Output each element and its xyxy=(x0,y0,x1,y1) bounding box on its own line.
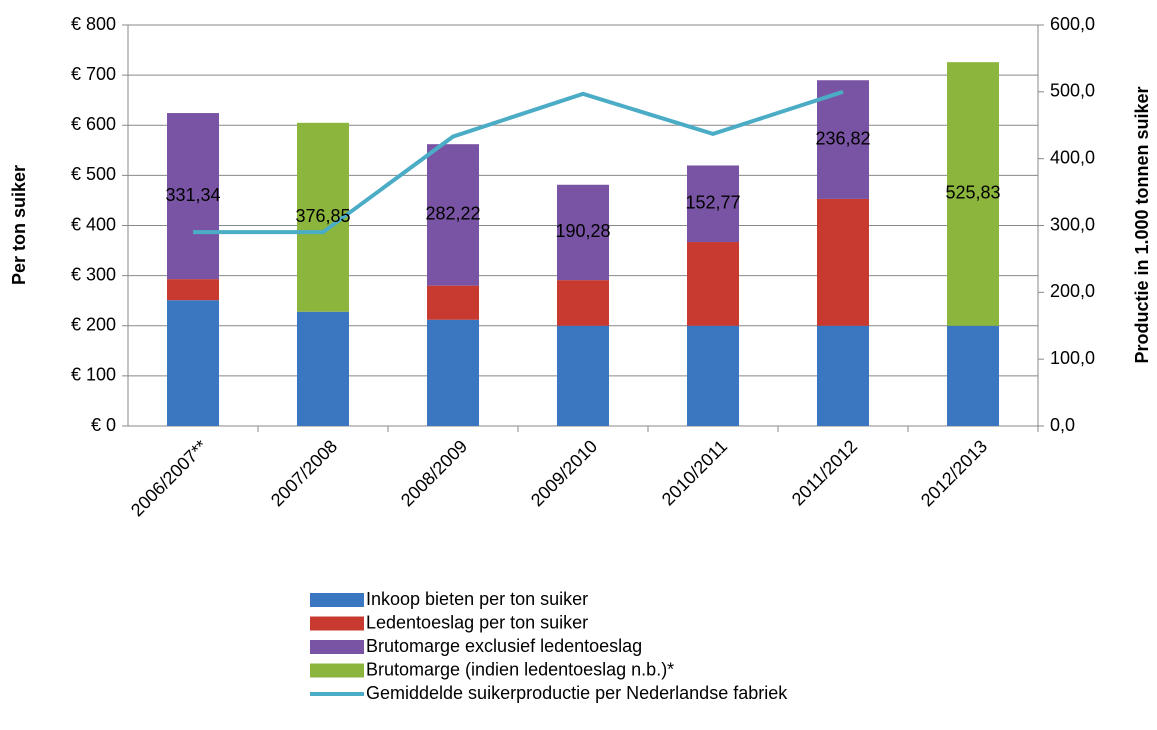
y-axis-title: Per ton suiker xyxy=(9,165,29,285)
y2-tick-label: 0,0 xyxy=(1050,415,1075,435)
y2-tick-label: 200,0 xyxy=(1050,281,1095,301)
bar-segment xyxy=(167,113,219,280)
legend-swatch xyxy=(310,663,364,678)
line-series xyxy=(193,89,844,235)
legend-swatch xyxy=(310,593,364,607)
bar-segment xyxy=(947,62,999,326)
y-tick-label: € 600 xyxy=(71,114,116,134)
x-tick-label: 2008/2009 xyxy=(397,436,471,510)
bar-segment xyxy=(427,319,479,426)
bar-segment xyxy=(817,198,869,326)
y-tick-label: € 500 xyxy=(71,164,116,184)
legend-label: Inkoop bieten per ton suiker xyxy=(366,589,588,609)
y2-tick-label: 400,0 xyxy=(1050,147,1095,167)
legend-label: Ledentoeslag per ton suiker xyxy=(366,612,588,632)
data-label: 190,28 xyxy=(555,221,610,241)
x-tick-label: 2010/2011 xyxy=(658,436,731,509)
bar-segment xyxy=(427,144,479,286)
y-tick-label: € 300 xyxy=(71,264,116,284)
x-tick-label: 2006/2007** xyxy=(127,436,211,520)
bar-segment xyxy=(687,242,739,326)
bar-segment xyxy=(817,80,869,199)
y-tick-label: € 100 xyxy=(71,365,116,385)
y-tick-label: € 800 xyxy=(71,14,116,34)
legend-swatch xyxy=(310,616,364,631)
data-label: 282,22 xyxy=(425,204,480,224)
legend-label: Brutomarge exclusief ledentoeslag xyxy=(366,636,642,656)
data-label: 152,77 xyxy=(685,193,740,213)
y2-tick-label: 100,0 xyxy=(1050,348,1095,368)
bar-segment xyxy=(687,165,739,243)
bar-segment xyxy=(687,325,739,426)
x-tick-label: 2007/2008 xyxy=(267,436,341,510)
y2-axis-title: Productie in 1.000 tonnen suiker xyxy=(1132,86,1152,363)
x-tick-label: 2011/2012 xyxy=(788,436,861,509)
bar-segment xyxy=(557,325,609,426)
y-tick-label: € 200 xyxy=(71,315,116,335)
y2-tick-label: 300,0 xyxy=(1050,214,1095,234)
data-label: 376,85 xyxy=(295,206,350,226)
bar-segment xyxy=(947,325,999,426)
y-tick-label: € 0 xyxy=(91,415,116,435)
bar-segment xyxy=(557,184,609,281)
bar-segment xyxy=(817,325,869,426)
y-tick-label: € 700 xyxy=(71,64,116,84)
bar-segment xyxy=(167,300,219,426)
legend-label: Gemiddelde suikerproductie per Nederland… xyxy=(366,683,788,703)
x-tick-label: 2012/2013 xyxy=(917,436,991,510)
bar-segment xyxy=(167,279,219,301)
y-tick-label: € 400 xyxy=(71,214,116,234)
data-label: 525,83 xyxy=(945,183,1000,203)
bar-segment xyxy=(297,311,349,426)
x-tick-label: 2009/2010 xyxy=(527,436,601,510)
bar-segment xyxy=(427,285,479,320)
legend-swatch xyxy=(310,640,364,654)
y2-tick-label: 600,0 xyxy=(1050,14,1095,34)
bar-segment xyxy=(557,280,609,326)
legend-label: Brutomarge (indien ledentoeslag n.b.)* xyxy=(366,659,674,679)
data-label: 331,34 xyxy=(165,185,220,205)
y2-tick-label: 500,0 xyxy=(1050,81,1095,101)
data-label: 236,82 xyxy=(815,128,870,148)
